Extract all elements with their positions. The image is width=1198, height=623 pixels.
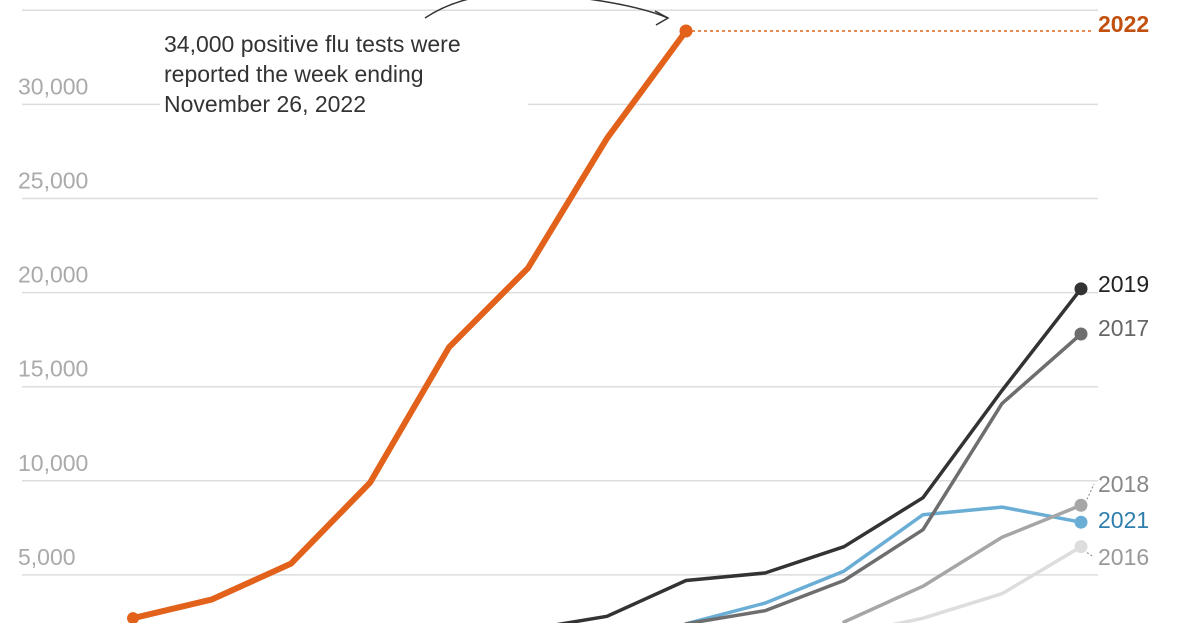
series-line-2016 xyxy=(892,544,1083,623)
y-tick-label: 10,000 xyxy=(18,450,88,476)
series-end-point-2017 xyxy=(1074,327,1088,341)
annotation-text-backdrop xyxy=(160,27,528,122)
series-label-2018: 2018 xyxy=(1098,471,1149,497)
y-tick-label: 15,000 xyxy=(18,356,88,382)
annotation-arrow xyxy=(424,0,669,19)
series-label-2021: 2021 xyxy=(1098,507,1149,533)
y-tick-label: 25,000 xyxy=(18,168,88,194)
series-line-2021 xyxy=(684,505,1083,623)
y-tick-label: 30,000 xyxy=(18,73,88,99)
y-axis-ticks: 5,000 10,000 15,000 20,000 25,000 30,000 xyxy=(18,73,88,570)
series-line-2017 xyxy=(684,332,1083,623)
y-tick-label: 5,000 xyxy=(18,544,76,570)
annotation-arrowhead xyxy=(654,10,670,26)
series-line-2018 xyxy=(842,503,1083,623)
series-label-2017: 2017 xyxy=(1098,315,1149,341)
series-labels: 2016 2021 2018 2017 2019 2022 xyxy=(692,11,1149,570)
series-end-point-2016 xyxy=(1074,540,1088,554)
series-line-2019 xyxy=(556,287,1083,623)
annotation: 34,000 positive flu tests were reported … xyxy=(160,0,670,122)
series-label-2016: 2016 xyxy=(1098,544,1149,570)
series-end-point-2018 xyxy=(1074,498,1088,512)
series-end-point-2022 xyxy=(679,24,693,38)
annotation-line-2: reported the week ending xyxy=(164,61,424,87)
series-label-2022: 2022 xyxy=(1098,11,1149,37)
series-leader-2018 xyxy=(1086,483,1095,500)
series-line-2022 xyxy=(130,28,689,622)
series-lines xyxy=(127,24,1088,623)
series-end-point-2021 xyxy=(1074,515,1088,529)
y-tick-label: 20,000 xyxy=(18,262,88,288)
series-leader-2016 xyxy=(1086,552,1095,558)
series-label-2019: 2019 xyxy=(1098,271,1149,297)
annotation-line-1: 34,000 positive flu tests were xyxy=(164,31,461,57)
annotation-line-3: November 26, 2022 xyxy=(164,91,366,117)
series-end-point-2019 xyxy=(1074,282,1088,296)
series-start-point-2022 xyxy=(127,612,139,623)
